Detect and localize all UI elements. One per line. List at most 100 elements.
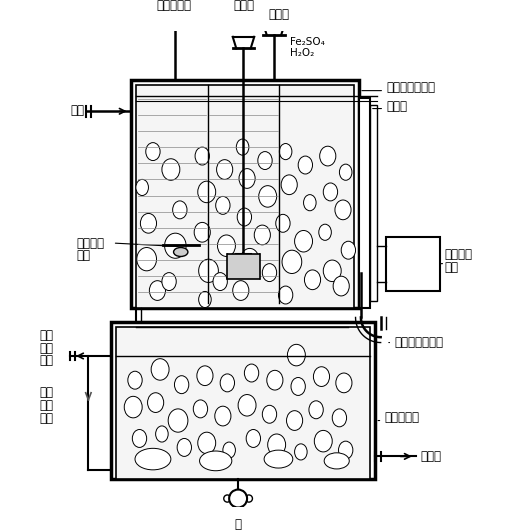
Ellipse shape: [177, 439, 191, 457]
Ellipse shape: [298, 156, 313, 174]
Ellipse shape: [264, 450, 293, 468]
Ellipse shape: [244, 364, 259, 382]
Ellipse shape: [295, 230, 313, 252]
Ellipse shape: [287, 410, 303, 431]
Ellipse shape: [156, 426, 168, 442]
Ellipse shape: [147, 393, 164, 413]
Ellipse shape: [146, 143, 160, 160]
Ellipse shape: [174, 376, 189, 393]
Text: 回流: 回流: [39, 412, 53, 425]
Text: 厌氧消化罐进泥: 厌氧消化罐进泥: [394, 336, 443, 349]
Ellipse shape: [223, 442, 235, 458]
Text: 气体: 气体: [39, 354, 53, 367]
Text: 搅拌器: 搅拌器: [233, 0, 254, 12]
Text: 气体: 气体: [39, 399, 53, 412]
Text: 收集: 收集: [39, 329, 53, 342]
Text: 防护罩: 防护罩: [386, 100, 407, 113]
Ellipse shape: [198, 181, 216, 203]
Text: Fe₂SO₄: Fe₂SO₄: [290, 37, 325, 47]
Ellipse shape: [194, 222, 210, 242]
Ellipse shape: [281, 175, 297, 195]
Ellipse shape: [165, 233, 186, 258]
Ellipse shape: [151, 358, 169, 380]
Ellipse shape: [333, 276, 349, 296]
Ellipse shape: [323, 183, 338, 201]
Bar: [130, 80, 359, 309]
Ellipse shape: [217, 160, 233, 179]
Ellipse shape: [319, 224, 331, 241]
Ellipse shape: [224, 495, 231, 502]
Ellipse shape: [140, 213, 156, 233]
Ellipse shape: [295, 444, 307, 460]
Ellipse shape: [336, 373, 352, 393]
Bar: [136, 85, 354, 309]
Ellipse shape: [149, 281, 165, 301]
Text: 生器: 生器: [444, 261, 458, 274]
Text: H₂O₂: H₂O₂: [290, 48, 314, 58]
Text: 超声波发: 超声波发: [444, 248, 472, 261]
Ellipse shape: [304, 270, 321, 289]
Ellipse shape: [215, 406, 231, 426]
Ellipse shape: [199, 259, 218, 282]
Ellipse shape: [199, 292, 211, 307]
Text: 酸碱调节剂: 酸碱调节剂: [156, 0, 191, 12]
Ellipse shape: [162, 159, 180, 181]
Ellipse shape: [259, 186, 277, 207]
Ellipse shape: [162, 272, 176, 290]
Ellipse shape: [173, 201, 187, 219]
Bar: [227, 254, 260, 279]
Bar: [359, 98, 370, 309]
Ellipse shape: [339, 164, 352, 181]
Text: 能器: 能器: [77, 250, 91, 262]
Ellipse shape: [213, 272, 227, 290]
Ellipse shape: [198, 432, 216, 453]
Text: 厌氧消化罐: 厌氧消化罐: [384, 412, 419, 424]
Ellipse shape: [282, 250, 302, 273]
Ellipse shape: [267, 370, 283, 390]
Ellipse shape: [238, 395, 256, 416]
Ellipse shape: [241, 249, 259, 270]
Ellipse shape: [276, 215, 290, 232]
Ellipse shape: [136, 179, 148, 195]
Bar: [386, 237, 440, 290]
Ellipse shape: [262, 264, 277, 281]
Text: 部分: 部分: [39, 341, 53, 355]
Text: 超声芬顿氧化池: 超声芬顿氧化池: [386, 81, 435, 93]
Ellipse shape: [137, 247, 156, 271]
Ellipse shape: [309, 401, 323, 419]
Text: 进泥: 进泥: [70, 104, 84, 117]
Ellipse shape: [168, 409, 188, 432]
Ellipse shape: [323, 260, 341, 281]
Circle shape: [229, 490, 247, 508]
Ellipse shape: [335, 200, 351, 220]
Text: 泵: 泵: [235, 518, 242, 531]
Text: 部分: 部分: [39, 387, 53, 399]
Ellipse shape: [217, 235, 235, 256]
Ellipse shape: [236, 139, 249, 155]
Ellipse shape: [320, 146, 336, 166]
Ellipse shape: [245, 495, 252, 502]
Ellipse shape: [135, 448, 171, 470]
Ellipse shape: [173, 247, 188, 256]
Ellipse shape: [268, 434, 286, 456]
Ellipse shape: [279, 143, 292, 160]
Ellipse shape: [291, 378, 305, 396]
Text: 氧化剂: 氧化剂: [268, 7, 289, 21]
Ellipse shape: [124, 396, 142, 418]
Ellipse shape: [193, 400, 208, 418]
Ellipse shape: [304, 195, 316, 211]
Ellipse shape: [128, 371, 142, 389]
Bar: [370, 105, 377, 301]
Ellipse shape: [197, 366, 213, 386]
Ellipse shape: [220, 374, 234, 392]
Ellipse shape: [332, 409, 347, 427]
Ellipse shape: [341, 241, 356, 259]
Ellipse shape: [262, 405, 277, 423]
Text: 排泥口: 排泥口: [420, 450, 441, 463]
Ellipse shape: [132, 430, 147, 448]
Ellipse shape: [287, 344, 305, 366]
Text: 超声波换: 超声波换: [77, 237, 105, 250]
Ellipse shape: [254, 225, 270, 245]
Ellipse shape: [239, 169, 255, 189]
Ellipse shape: [324, 453, 349, 469]
